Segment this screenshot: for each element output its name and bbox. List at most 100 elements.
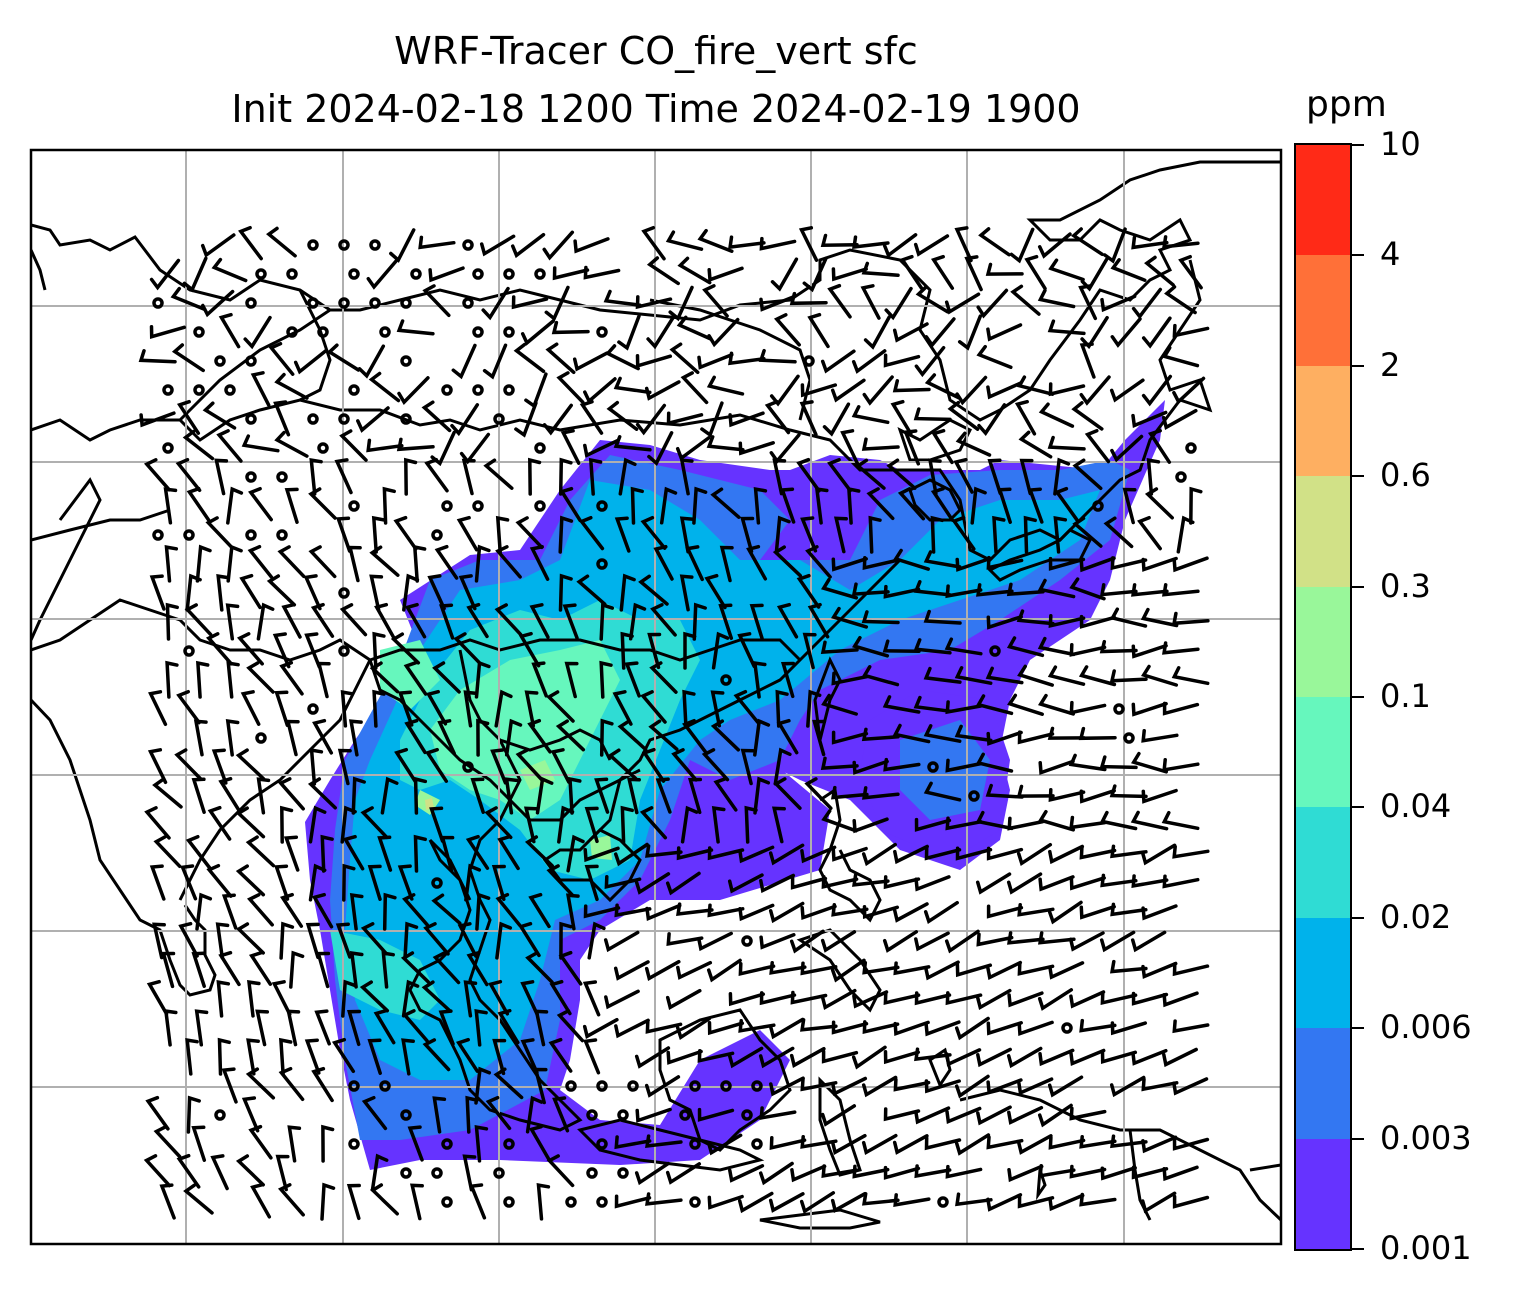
wind-barb (863, 315, 891, 350)
wind-barb (645, 903, 682, 921)
wind-barb (666, 932, 704, 947)
wind-barb (1070, 227, 1104, 257)
calm-wind-circle (1061, 1022, 1073, 1034)
wind-barb (861, 842, 897, 867)
wind-barb (986, 381, 1023, 400)
wind-barb (316, 951, 331, 989)
wind-barb (759, 873, 796, 894)
wind-barb (737, 632, 756, 669)
wind-barb (831, 846, 868, 862)
wind-barb (310, 602, 335, 638)
wind-barb (451, 343, 477, 380)
wind-barb (390, 632, 421, 665)
wind-barb (163, 1009, 178, 1047)
wind-barb (583, 265, 621, 280)
calm-wind-circle (152, 529, 164, 541)
calm-wind-circle (338, 239, 350, 251)
wind-barb (432, 1096, 447, 1134)
wind-barb (804, 777, 833, 810)
wind-barb (800, 1018, 838, 1032)
calm-wind-circle (617, 1109, 629, 1121)
colorbar-tick-mark (1352, 916, 1364, 919)
wind-barb (1047, 319, 1086, 336)
wind-barb (992, 515, 1006, 554)
wind-barb (404, 718, 427, 755)
wind-barb (955, 556, 992, 572)
wind-barb (149, 258, 181, 291)
wind-barb (438, 603, 455, 640)
wind-barb (1162, 758, 1200, 772)
colorbar-tick-mark (1352, 254, 1364, 257)
wind-barb (976, 1105, 1012, 1126)
wind-barb (679, 516, 694, 554)
wind-barb (418, 235, 456, 250)
wind-barb (225, 603, 240, 641)
wind-barb (852, 873, 890, 887)
wind-barb (175, 457, 202, 493)
wind-barb (401, 979, 420, 1018)
calm-wind-circle (586, 1167, 598, 1179)
wind-barb (221, 1067, 238, 1104)
wind-barb (339, 603, 368, 637)
wind-barb (425, 689, 448, 726)
wind-barb (235, 864, 266, 897)
wind-barb (606, 400, 639, 431)
wind-barb (193, 719, 208, 757)
wind-barb (852, 759, 889, 775)
wind-barb (924, 846, 962, 861)
wind-barb (1162, 991, 1199, 1008)
wind-barb (680, 371, 709, 405)
wind-barb (975, 694, 1014, 716)
wind-barb (210, 1154, 229, 1191)
wind-barb (719, 545, 734, 583)
wind-barb (528, 892, 551, 929)
colorbar-segment (1296, 1138, 1350, 1249)
wind-barb (1161, 408, 1198, 430)
wind-barb (820, 930, 857, 953)
calm-wind-circle (751, 1080, 763, 1092)
wind-barb (359, 980, 390, 1013)
wind-barb (773, 313, 801, 347)
wind-barb (373, 1008, 396, 1045)
wind-barb (1007, 816, 1045, 831)
calm-wind-circle (462, 297, 474, 309)
wind-barb (1099, 755, 1138, 770)
wind-barb (529, 545, 550, 581)
wind-barb (975, 988, 1012, 1011)
colorbar-tick-label: 0.001 (1380, 1229, 1472, 1267)
colorbar-tick-mark (1352, 475, 1364, 478)
wind-barb (191, 951, 206, 988)
calm-wind-circle (307, 413, 319, 425)
wind-barb (246, 893, 274, 927)
wind-barb (624, 661, 641, 698)
wind-barb (697, 1048, 735, 1063)
calm-wind-circle (214, 355, 226, 367)
wind-barb (647, 632, 662, 670)
wind-barb (524, 835, 554, 868)
wind-barb (639, 806, 668, 840)
wind-barb (1069, 876, 1106, 891)
wind-barb (697, 931, 733, 952)
wind-barb (620, 631, 634, 670)
wind-barb (947, 400, 980, 431)
wind-barb (618, 457, 637, 496)
wind-barb (649, 661, 678, 694)
wind-barb (413, 834, 427, 873)
wind-barb (659, 486, 678, 525)
calm-wind-circle (348, 268, 360, 280)
wind-barb (205, 632, 233, 666)
wind-barb (603, 289, 642, 307)
wind-barb (361, 1095, 388, 1131)
wind-barb (790, 875, 828, 890)
wind-barb (821, 875, 859, 890)
calm-wind-circle (379, 326, 391, 338)
wind-barb (897, 487, 926, 521)
wind-barb (216, 574, 230, 612)
wind-barb (582, 1017, 619, 1039)
wind-barb (1109, 784, 1148, 799)
wind-barb (831, 671, 869, 686)
wind-barb (945, 816, 983, 831)
wind-barb (807, 602, 830, 639)
wind-barb (830, 378, 866, 403)
wind-barb (945, 584, 983, 599)
